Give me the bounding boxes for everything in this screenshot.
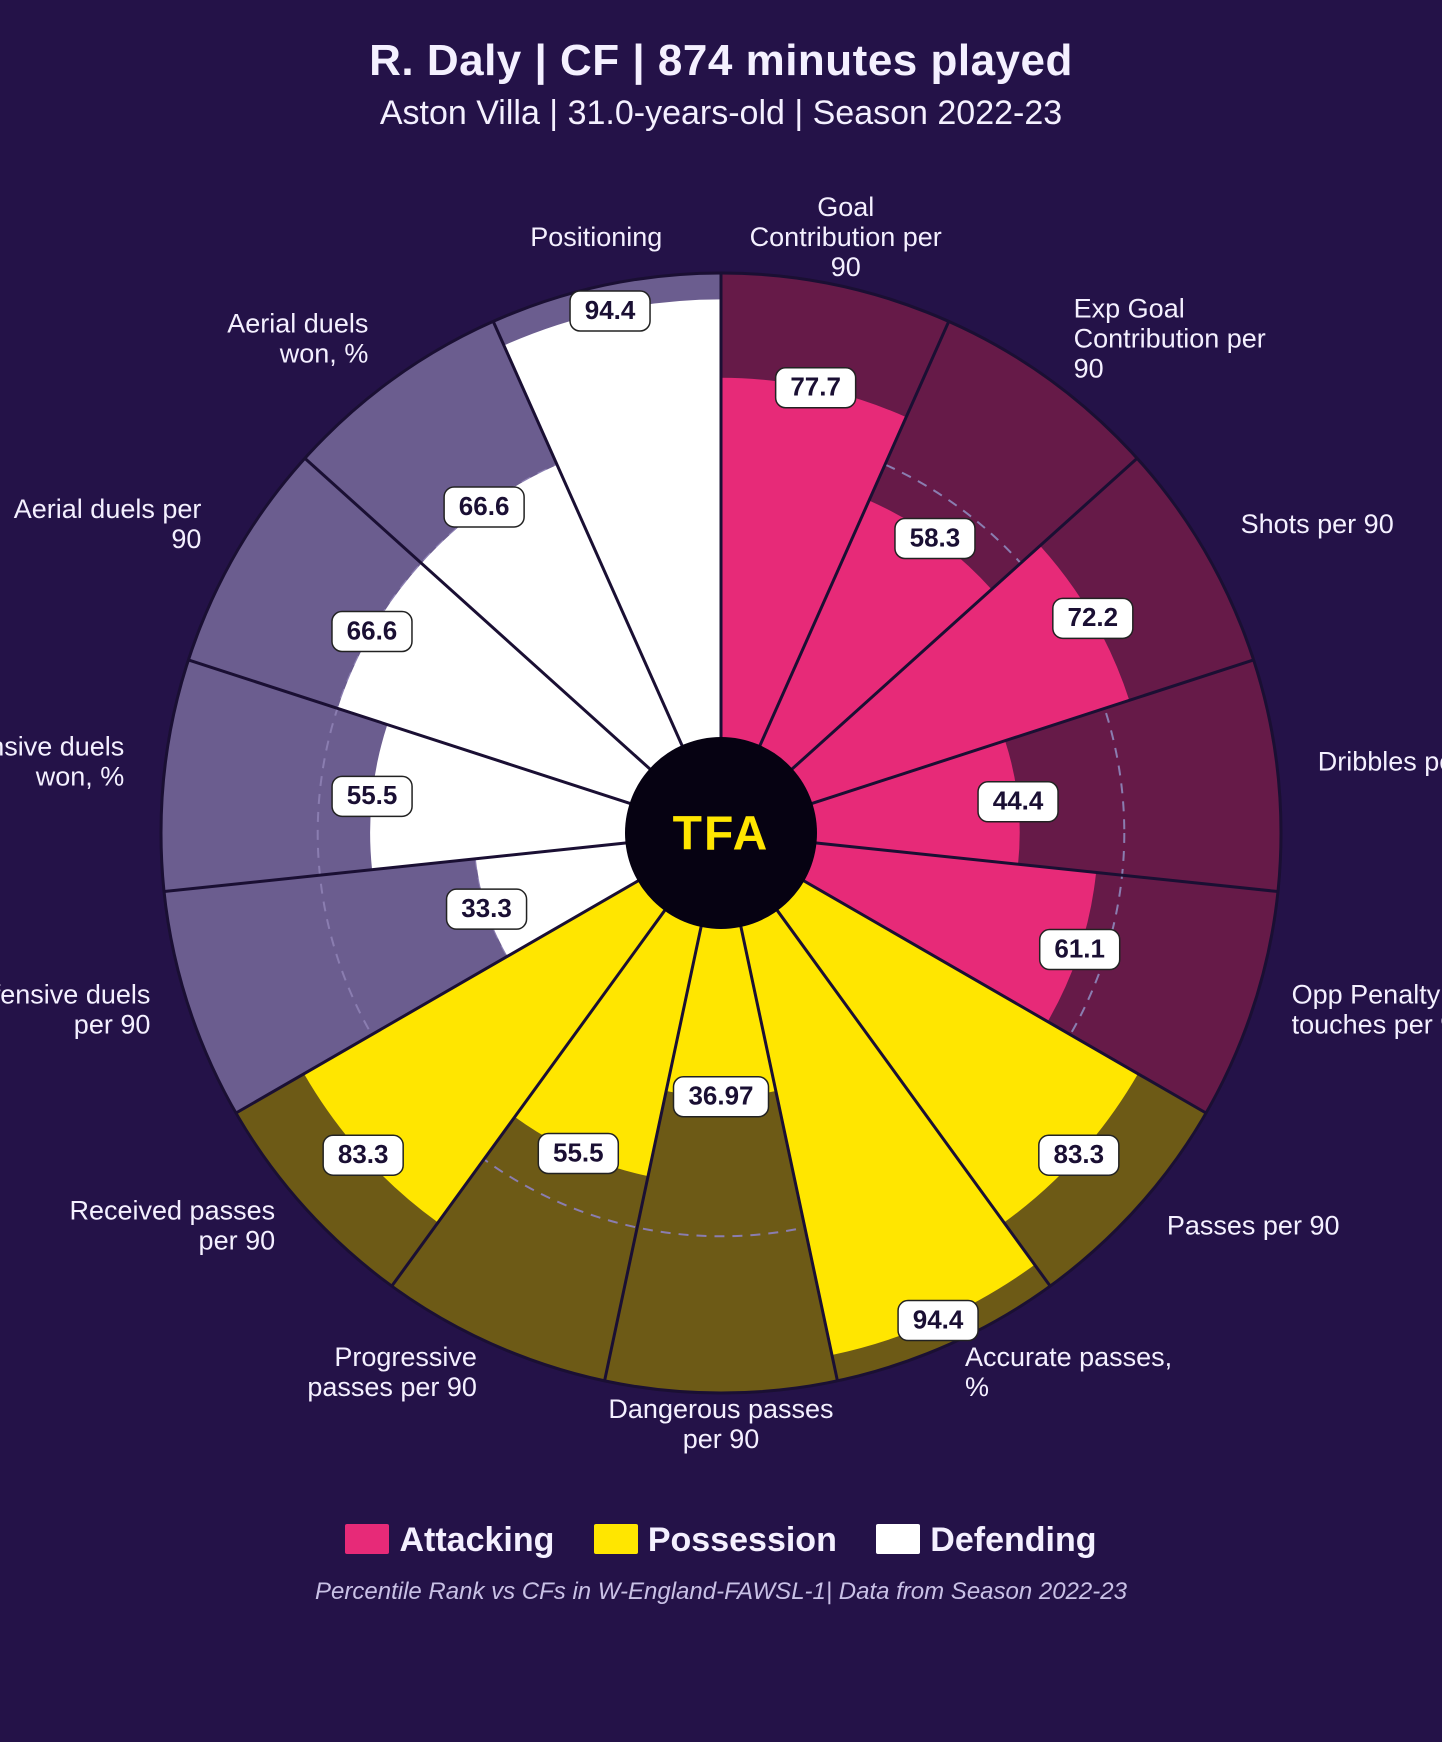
value-label: 58.3 bbox=[895, 519, 975, 559]
metric-label: Shots per 90 bbox=[1241, 509, 1394, 539]
value-label: 44.4 bbox=[978, 782, 1058, 822]
legend-label-possession: Possession bbox=[648, 1521, 837, 1559]
metric-label: Received passesper 90 bbox=[69, 1195, 275, 1255]
metric-label: Dribbles per 90 bbox=[1318, 746, 1442, 776]
svg-text:77.7: 77.7 bbox=[790, 372, 841, 402]
svg-text:66.6: 66.6 bbox=[459, 491, 510, 521]
metric-label: Positioning bbox=[530, 222, 662, 252]
svg-text:55.5: 55.5 bbox=[553, 1137, 604, 1167]
svg-text:44.4: 44.4 bbox=[993, 786, 1044, 816]
value-label: 61.1 bbox=[1040, 930, 1120, 970]
value-label: 77.7 bbox=[776, 368, 856, 408]
title-line2: Aston Villa | 31.0-years-old | Season 20… bbox=[0, 94, 1442, 133]
metric-label: Aerial duelswon, % bbox=[227, 309, 368, 369]
svg-text:61.1: 61.1 bbox=[1054, 933, 1105, 963]
polar-chart: 77.7 58.3 72.2 44.4 61.1 83.3 94.4 36.97 55.5 83.… bbox=[0, 133, 1442, 1513]
metric-label: Defensive duelswon, % bbox=[0, 731, 124, 791]
metric-label: Opp Penalty areatouches per 90 bbox=[1292, 979, 1442, 1039]
metric-label: Defensive duelsper 90 bbox=[0, 979, 150, 1039]
svg-text:36.97: 36.97 bbox=[688, 1081, 753, 1111]
value-label: 33.3 bbox=[447, 889, 527, 929]
value-label: 36.97 bbox=[674, 1077, 769, 1117]
metric-label: Aerial duels per90 bbox=[14, 494, 202, 554]
value-label: 83.3 bbox=[1039, 1135, 1119, 1175]
svg-text:94.4: 94.4 bbox=[585, 295, 636, 325]
value-label: 72.2 bbox=[1053, 598, 1133, 638]
svg-text:55.5: 55.5 bbox=[347, 780, 398, 810]
svg-text:58.3: 58.3 bbox=[910, 522, 961, 552]
metric-label: Exp GoalContribution per90 bbox=[1074, 294, 1266, 384]
legend: Attacking Possession Defending bbox=[0, 1521, 1442, 1560]
center-label: TFA bbox=[673, 808, 770, 861]
value-label: 94.4 bbox=[898, 1301, 978, 1341]
value-label: 55.5 bbox=[332, 776, 412, 816]
metric-label: Passes per 90 bbox=[1167, 1210, 1340, 1240]
legend-label-defending: Defending bbox=[930, 1521, 1096, 1559]
legend-swatch-attacking bbox=[345, 1524, 389, 1554]
value-label: 94.4 bbox=[570, 291, 650, 331]
value-label: 66.6 bbox=[444, 487, 524, 527]
metric-label: Progressivepasses per 90 bbox=[307, 1342, 477, 1402]
svg-text:83.3: 83.3 bbox=[338, 1139, 389, 1169]
svg-text:72.2: 72.2 bbox=[1068, 602, 1119, 632]
footnote: Percentile Rank vs CFs in W-England-FAWS… bbox=[0, 1578, 1442, 1606]
value-label: 55.5 bbox=[538, 1134, 618, 1174]
legend-swatch-defending bbox=[876, 1524, 920, 1554]
svg-text:33.3: 33.3 bbox=[461, 893, 512, 923]
value-label: 83.3 bbox=[323, 1135, 403, 1175]
title-line1: R. Daly | CF | 874 minutes played bbox=[0, 36, 1442, 86]
value-label: 66.6 bbox=[332, 611, 412, 651]
title-block: R. Daly | CF | 874 minutes played Aston … bbox=[0, 0, 1442, 133]
metric-label: GoalContribution per90 bbox=[750, 192, 942, 282]
svg-text:94.4: 94.4 bbox=[913, 1304, 964, 1334]
metric-label: Dangerous passesper 90 bbox=[608, 1394, 833, 1454]
svg-text:66.6: 66.6 bbox=[347, 615, 398, 645]
legend-swatch-possession bbox=[594, 1524, 638, 1554]
svg-text:83.3: 83.3 bbox=[1054, 1139, 1105, 1169]
metric-label: Accurate passes,% bbox=[965, 1342, 1172, 1402]
legend-label-attacking: Attacking bbox=[399, 1521, 554, 1559]
